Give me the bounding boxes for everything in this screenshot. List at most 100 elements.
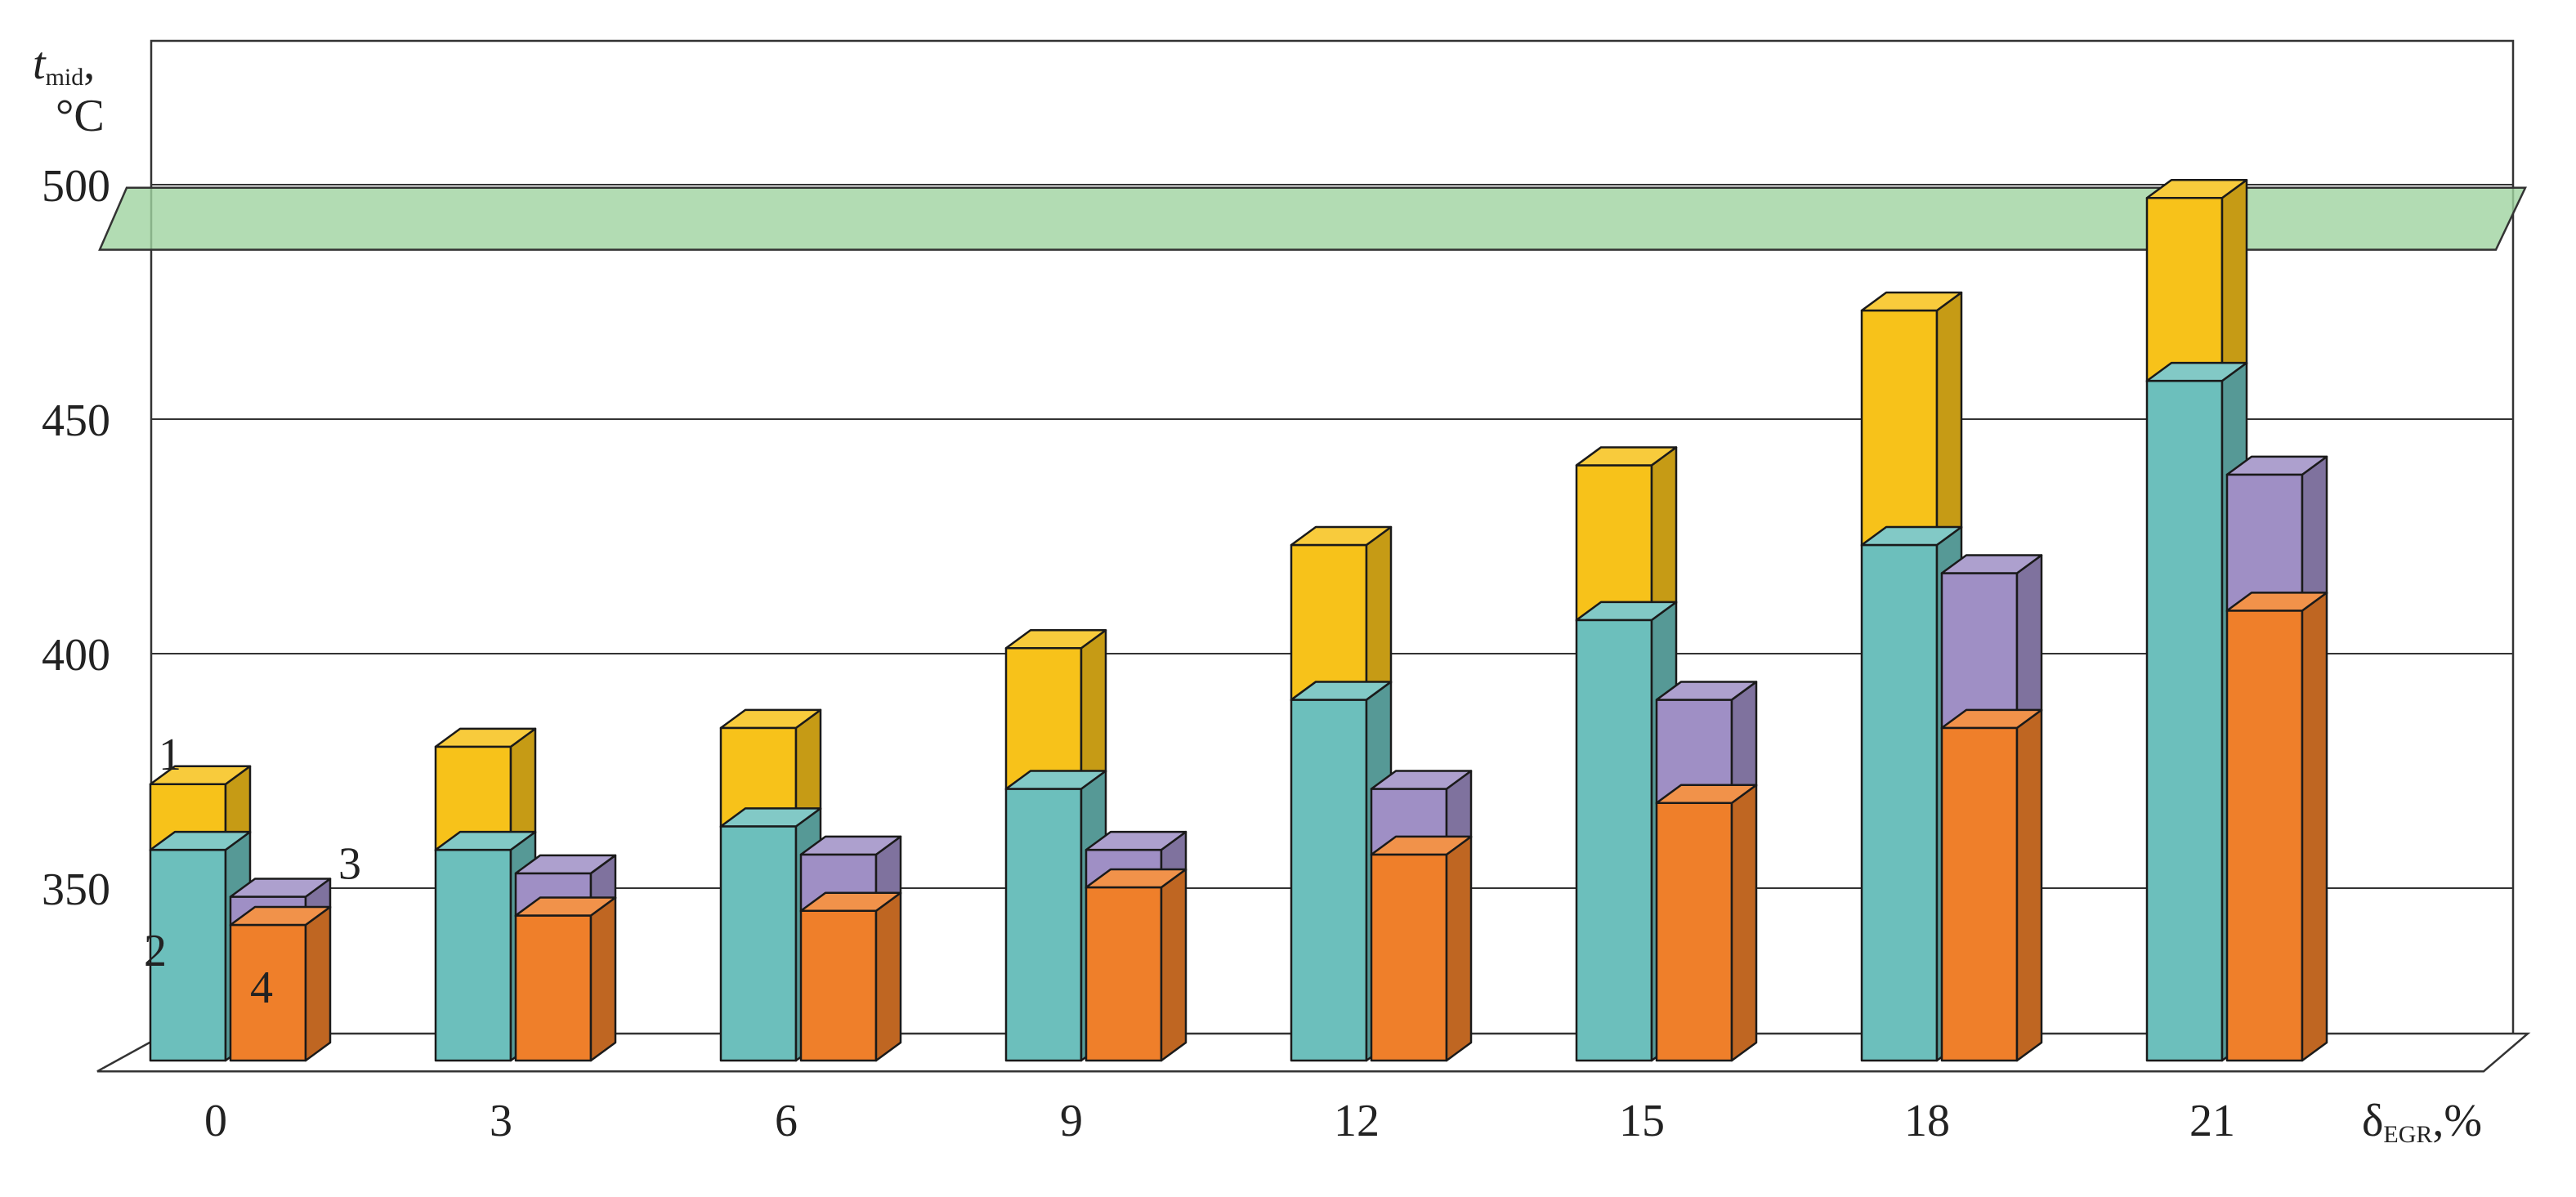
bar-series1-9-front (1004, 647, 1083, 791)
bar-series4-21-front (2225, 610, 2304, 1062)
bar-series4-3 (514, 896, 617, 1062)
bar-series4-12 (1370, 835, 1473, 1062)
bar-series4-9-side (1160, 868, 1187, 1062)
bar-series2-3-top (434, 830, 537, 851)
bar-series4-15-side (1730, 784, 1758, 1062)
bar-series1-18-front (1860, 309, 1939, 547)
bar-series1-21-front (2145, 197, 2224, 383)
bar-series4-6-side (874, 891, 902, 1062)
bar-series3-0-top (229, 878, 332, 898)
bar-series2-15-top (1575, 601, 1678, 622)
bar-group-12 (1290, 525, 1473, 1062)
series-label-4: 4 (250, 963, 273, 1013)
bar-series3-18-side (2015, 554, 2043, 730)
bar-series2-3-front (434, 848, 512, 1062)
bar-series4-18-top (1940, 708, 2043, 730)
x-tick-9: 9 (1060, 1096, 1083, 1146)
bar-series3-21-front (2225, 473, 2304, 613)
bar-series4-21-top (2225, 592, 2328, 612)
bar-series4-0-front (229, 923, 307, 1062)
bar-series1-3-top (434, 727, 537, 748)
bar-series4-0 (229, 905, 332, 1062)
series-label-1: 1 (159, 730, 181, 780)
x-tick-18: 18 (1904, 1096, 1950, 1146)
bar-series1-15-top (1575, 446, 1678, 467)
bar-group-9 (1004, 629, 1187, 1062)
bar-series1-21 (2145, 179, 2248, 383)
bar-series4-6-top (799, 891, 902, 912)
bar-series3-15-top (1655, 681, 1758, 701)
bar-series2-6-front (719, 825, 798, 1062)
bar-series1-21-top (2145, 179, 2248, 199)
series-annotations: 1 2 3 4 (144, 730, 361, 1013)
bar-series3-18-top (1940, 554, 2043, 574)
x-axis-label-suffix: ,% (2432, 1096, 2482, 1146)
bar-series4-9-front (1085, 886, 1163, 1062)
bar-series4-12-top (1370, 835, 1473, 856)
series-label-3: 3 (338, 839, 361, 890)
bar-series3-15 (1655, 681, 1758, 805)
bar-series4-12-front (1370, 853, 1448, 1062)
bar-series4-12-side (1445, 835, 1473, 1062)
bar-series4-6 (799, 891, 902, 1062)
bar-group-15 (1575, 446, 1758, 1062)
y-tick-400: 400 (42, 630, 110, 681)
x-tick-0: 0 (204, 1096, 227, 1146)
bar-series4-18-side (2015, 708, 2043, 1062)
limit-band-plane (98, 186, 2527, 251)
y-axis-label-suffix: , (83, 38, 95, 89)
bar-series2-6-top (719, 807, 822, 828)
bar-series2-9-front (1004, 788, 1083, 1062)
bar-series4-18-front (1940, 726, 2019, 1062)
bar-series1-15 (1575, 446, 1678, 623)
bar-series1-15-side (1650, 446, 1678, 623)
x-tick-3: 3 (490, 1096, 512, 1146)
bar-series2-9-top (1004, 770, 1107, 790)
bar-series4-9 (1085, 868, 1187, 1062)
bar-series1-12 (1290, 525, 1393, 702)
bar-series3-6-top (799, 835, 902, 856)
y-axis-label-sub: mid (46, 64, 84, 91)
y-tick-450: 450 (42, 395, 110, 446)
y-axis-label-main: t (33, 38, 47, 89)
x-tick-6: 6 (775, 1096, 798, 1146)
bar-series2-21-front (2145, 379, 2224, 1062)
bar-series3-12-top (1370, 770, 1473, 790)
bar-series1-12-top (1290, 525, 1393, 547)
x-axis-label-main: δ (2362, 1096, 2383, 1146)
bar-series4-21-side (2301, 592, 2328, 1062)
bar-series4-15 (1655, 784, 1758, 1062)
bar-series2-0-front (149, 848, 227, 1062)
bar-series4-3-top (514, 896, 617, 917)
y-tick-500: 500 (42, 161, 110, 212)
bar-series1-0-top (149, 765, 252, 786)
bar-series1-12-front (1290, 543, 1368, 702)
y-tick-350: 350 (42, 864, 110, 915)
bar-series2-15-front (1575, 619, 1653, 1062)
x-tick-labels: 0 3 6 9 12 15 18 21 (204, 1096, 2235, 1146)
bar-series3-18-front (1940, 572, 2019, 730)
bar-series4-3-side (589, 896, 617, 1062)
x-tick-12: 12 (1334, 1096, 1380, 1146)
bar-series1-9 (1004, 629, 1107, 791)
bar-series4-3-front (514, 914, 593, 1062)
bar-series1-6-top (719, 708, 822, 730)
bar-series2-0-top (149, 830, 252, 851)
x-axis-label-sub: EGR (2383, 1121, 2432, 1148)
x-tick-15: 15 (1619, 1096, 1665, 1146)
bar-series2-12-top (1290, 681, 1393, 701)
y-axis-label: tmid, (33, 38, 95, 91)
bar-group-3 (434, 727, 617, 1062)
bar-series2-18-top (1860, 525, 1963, 547)
bar-group-6 (719, 708, 902, 1062)
x-tick-21: 21 (2189, 1096, 2235, 1146)
bar-series4-21 (2225, 592, 2328, 1062)
bar-series4-6-front (799, 909, 878, 1062)
bar-group-18 (1860, 291, 2043, 1062)
bar-group-21 (2145, 179, 2328, 1062)
bar-series4-9-top (1085, 868, 1187, 889)
bar-series1-9-top (1004, 629, 1107, 650)
series-label-2: 2 (144, 926, 167, 976)
bar-series2-12-front (1290, 699, 1368, 1062)
